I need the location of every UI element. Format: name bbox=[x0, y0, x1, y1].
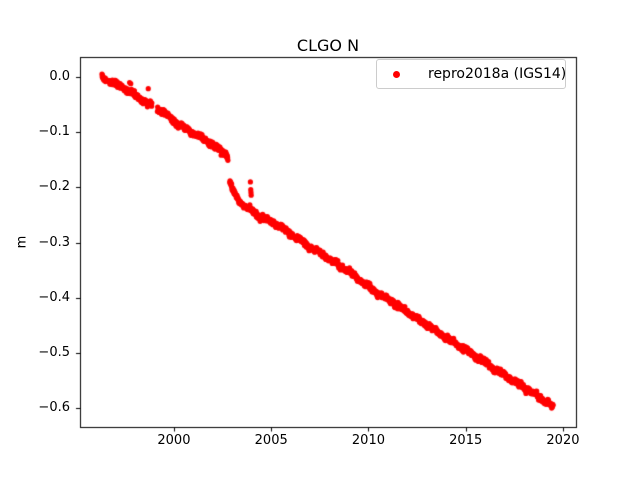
y-tick-label: −0.4 bbox=[38, 289, 70, 305]
x-tick-label: 2000 bbox=[157, 433, 191, 448]
x-tick-label: 2005 bbox=[254, 433, 288, 448]
x-tick-label: 2010 bbox=[351, 433, 385, 448]
x-tick-label: 2020 bbox=[546, 433, 580, 448]
x-tick-label: 2015 bbox=[449, 433, 483, 448]
legend-label: repro2018a (IGS14) bbox=[428, 66, 567, 82]
legend-marker-dot-icon bbox=[393, 70, 400, 78]
y-tick-label: −0.1 bbox=[38, 124, 70, 140]
chart-title: CLGO N bbox=[296, 36, 360, 55]
y-tick-label: −0.6 bbox=[38, 400, 70, 416]
y-tick-label: −0.2 bbox=[38, 179, 70, 195]
y-tick-label: −0.3 bbox=[38, 234, 70, 250]
y-tick-label: −0.5 bbox=[38, 345, 70, 361]
legend: repro2018a (IGS14) bbox=[376, 59, 566, 89]
y-tick-label: 0.0 bbox=[49, 69, 70, 85]
